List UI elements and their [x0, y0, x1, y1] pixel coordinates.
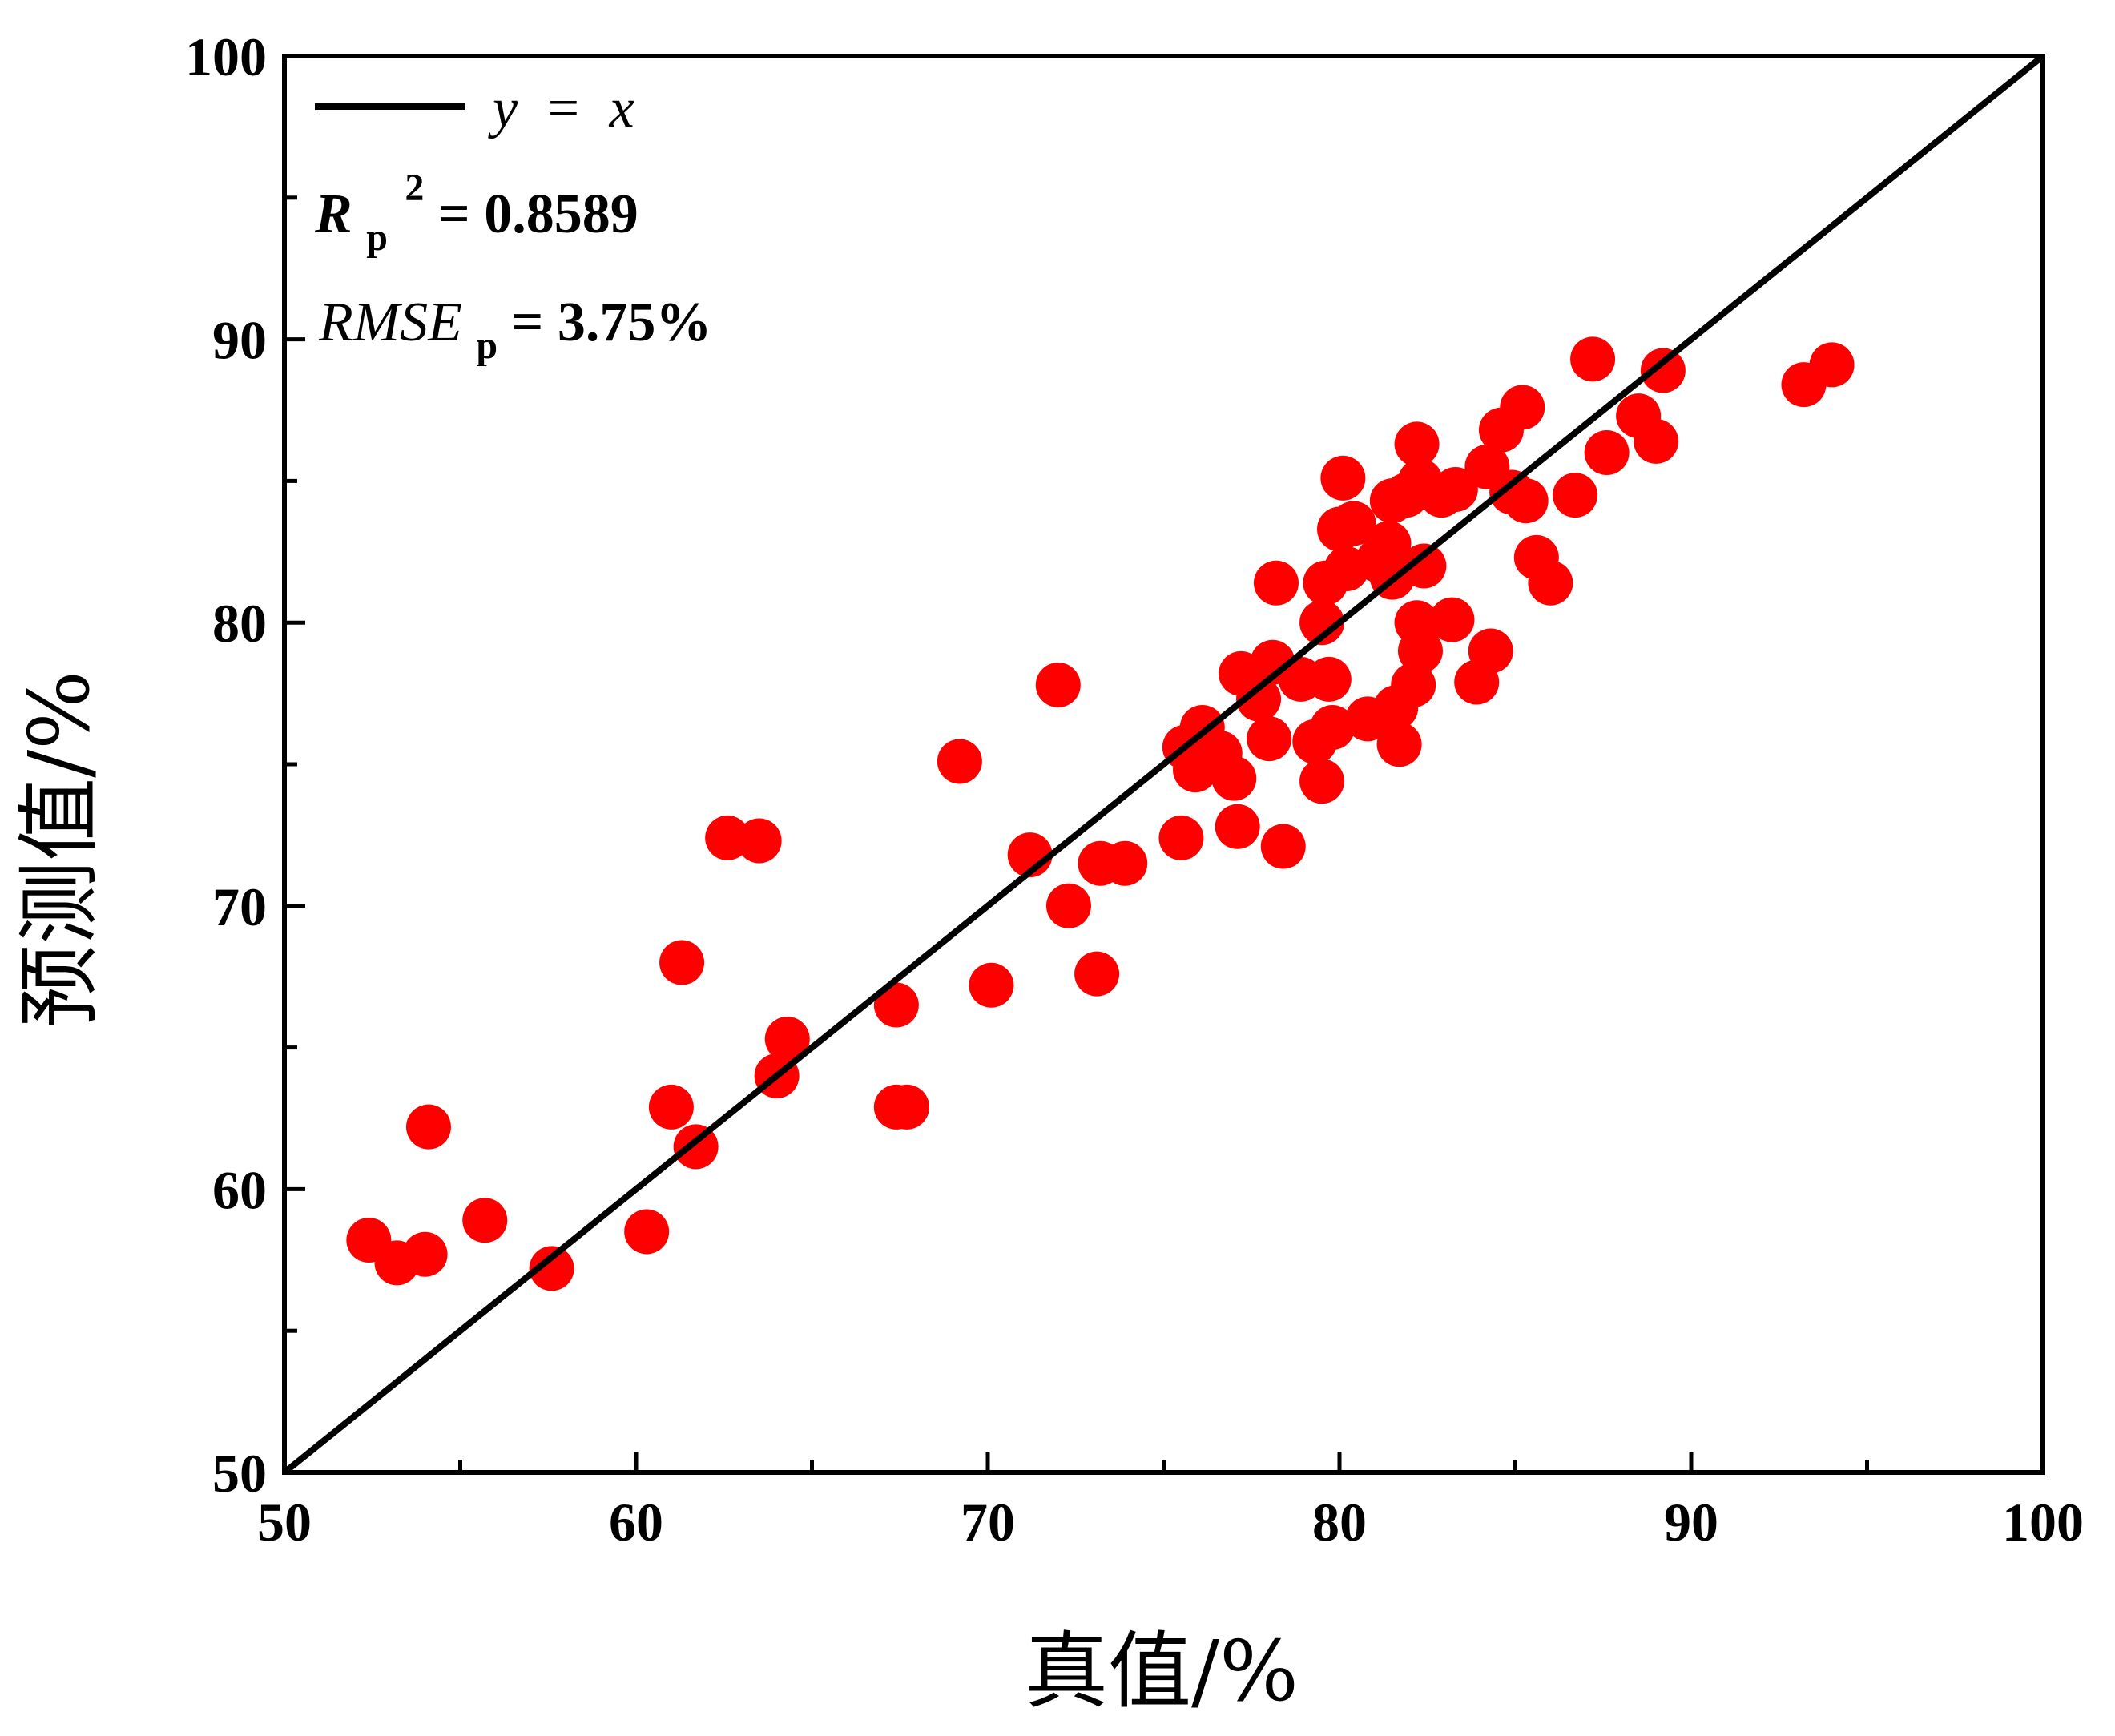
data-point: [1045, 883, 1091, 928]
x-tick-label: 70: [961, 1492, 1015, 1553]
data-point: [969, 962, 1014, 1008]
data-point: [1397, 628, 1443, 674]
data-point: [1468, 628, 1513, 674]
data-point: [1584, 430, 1630, 476]
rmse-value: = 3.75%: [512, 292, 712, 353]
y-axis-title: 预测值/%: [10, 671, 108, 1028]
y-tick-label: 80: [212, 593, 267, 654]
data-point: [1528, 560, 1573, 606]
data-point: [1247, 716, 1292, 762]
data-point: [1215, 804, 1260, 849]
data-point: [1306, 656, 1352, 702]
legend-equals: =: [548, 78, 579, 139]
y-tick-label: 60: [212, 1159, 267, 1220]
data-point: [1074, 951, 1120, 997]
data-point: [1503, 478, 1549, 524]
data-point: [1211, 755, 1257, 801]
data-point: [1310, 705, 1356, 751]
rmse-subscript: p: [476, 324, 498, 367]
data-point: [1640, 348, 1686, 393]
axis-ticks: [282, 54, 2045, 1475]
x-tick-label: 90: [1664, 1492, 1718, 1553]
data-point: [1432, 467, 1478, 513]
x-axis-title: 真值/%: [1025, 1622, 1299, 1720]
legend-var-x: x: [609, 78, 634, 139]
data-point: [1102, 840, 1148, 886]
data-point: [1634, 418, 1679, 464]
data-point: [1253, 560, 1299, 606]
data-point: [529, 1246, 574, 1291]
r2-subscript: p: [366, 216, 388, 259]
r2-symbol: R: [314, 183, 352, 245]
r2-superscript: 2: [405, 167, 424, 209]
data-point: [402, 1231, 448, 1277]
data-point: [1366, 521, 1412, 566]
data-point: [1299, 759, 1345, 804]
data-point: [1236, 676, 1282, 722]
data-point: [1401, 543, 1447, 589]
y-tick-label: 70: [212, 876, 267, 937]
data-point: [1429, 597, 1475, 642]
reference-line-y-equals-x: [282, 53, 2045, 1476]
rmse-annotation: RMSE p = 3.75%: [318, 292, 711, 371]
data-point: [405, 1104, 451, 1150]
legend: y = x: [315, 78, 634, 139]
data-point: [1391, 662, 1436, 707]
data-point: [1260, 824, 1306, 869]
x-tick-label: 100: [2002, 1492, 2084, 1553]
data-point: [624, 1209, 670, 1255]
legend-var-y: y: [488, 78, 518, 139]
y-tick-label: 90: [212, 310, 267, 371]
data-point: [659, 940, 705, 985]
data-point: [736, 818, 782, 864]
x-tick-label: 50: [257, 1492, 312, 1553]
data-point: [462, 1198, 508, 1243]
y-tick-labels: 50 60 70 80 90 100: [185, 26, 267, 1504]
data-point: [1299, 600, 1345, 646]
data-point: [1553, 473, 1598, 518]
data-point: [764, 1016, 810, 1061]
data-point: [1570, 336, 1616, 382]
data-point: [1500, 385, 1545, 430]
x-tick-label: 80: [1312, 1492, 1367, 1553]
data-point: [1320, 455, 1366, 501]
y-tick-label: 50: [212, 1443, 267, 1504]
data-point: [1331, 501, 1376, 546]
x-tick-label: 60: [609, 1492, 663, 1553]
data-point: [873, 982, 919, 1028]
data-points: [346, 336, 1855, 1291]
r2-annotation: R p 2 = 0.8589: [314, 151, 639, 263]
data-point: [1809, 342, 1855, 388]
data-point: [1394, 421, 1440, 467]
data-point: [648, 1084, 694, 1130]
data-point: [1376, 722, 1422, 767]
x-tick-labels: 50 60 70 80 90 100: [257, 1492, 2084, 1553]
data-point: [1035, 662, 1081, 707]
data-point: [1158, 815, 1204, 860]
legend-label: y = x: [488, 78, 634, 139]
data-point: [937, 739, 982, 784]
rmse-symbol: RMSE: [318, 292, 462, 353]
r2-value: = 0.8589: [438, 183, 639, 245]
y-tick-label: 100: [185, 26, 267, 87]
data-point: [884, 1084, 930, 1130]
